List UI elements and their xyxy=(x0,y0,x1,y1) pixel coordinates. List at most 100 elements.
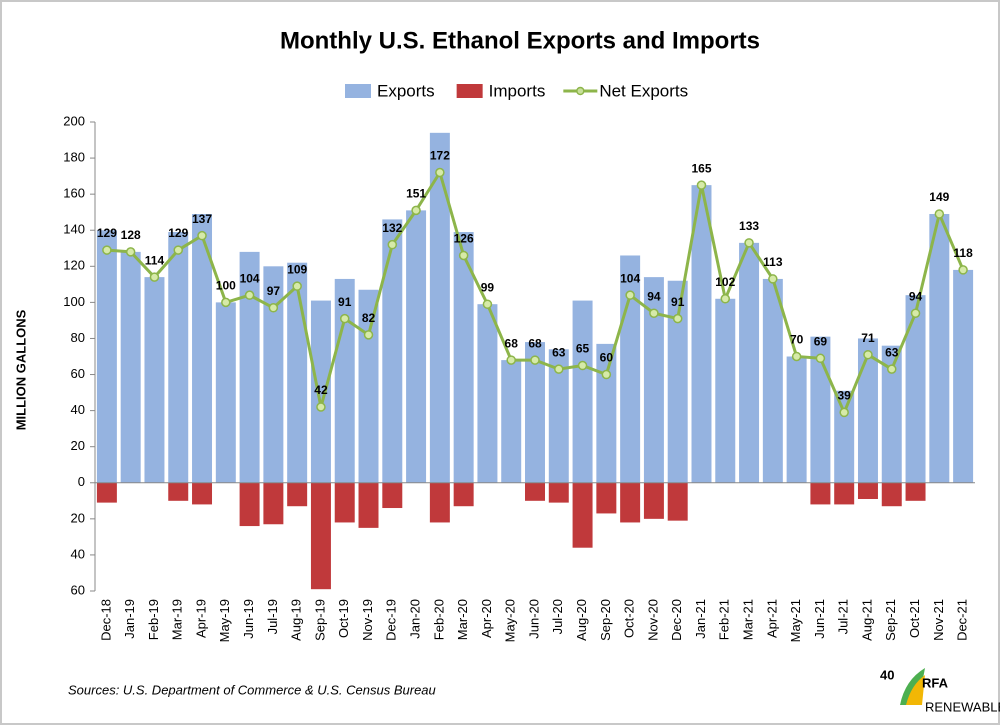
bar xyxy=(96,230,117,483)
bar xyxy=(263,266,284,483)
bar xyxy=(857,338,878,483)
data-label: 39 xyxy=(838,389,852,403)
net-exports-marker xyxy=(815,353,826,364)
bar xyxy=(596,343,617,483)
x-tick-label: Mar-20 xyxy=(455,599,470,640)
net-exports-marker xyxy=(768,274,778,284)
bar xyxy=(453,232,474,483)
x-tick-label: Jan-19 xyxy=(122,599,137,639)
x-tick-label: Sep-19 xyxy=(312,599,327,641)
bar xyxy=(572,300,593,483)
net-exports-marker xyxy=(125,247,136,257)
x-tick-label: Jul-21 xyxy=(836,599,851,634)
y-tick-label: 20 xyxy=(71,438,85,453)
x-tick-label: Apr-19 xyxy=(193,599,208,638)
bar xyxy=(192,482,213,505)
y-tick-label: 60 xyxy=(71,582,85,597)
data-label: 68 xyxy=(505,336,519,350)
y-tick-label: 60 xyxy=(71,366,85,381)
x-tick-label: Nov-21 xyxy=(931,599,946,641)
data-label: 63 xyxy=(885,345,899,359)
x-tick-label: Feb-19 xyxy=(146,599,161,640)
bar xyxy=(263,482,284,525)
net-exports-marker xyxy=(672,313,683,324)
data-label: 172 xyxy=(430,149,450,163)
y-tick-label: 200 xyxy=(63,113,85,128)
bar xyxy=(834,482,855,505)
net-exports-marker xyxy=(363,330,374,340)
data-label: 104 xyxy=(620,271,640,285)
data-label: 151 xyxy=(406,187,426,201)
x-tick-label: Feb-21 xyxy=(717,599,732,640)
net-exports-marker xyxy=(221,297,231,308)
bar xyxy=(525,342,545,483)
data-label: 149 xyxy=(929,190,949,204)
data-label: 99 xyxy=(481,280,495,294)
x-tick-label: Jun-21 xyxy=(812,599,827,639)
net-exports-marker xyxy=(268,303,279,313)
bar xyxy=(453,482,474,507)
data-label: 137 xyxy=(192,212,212,226)
y-axis-label: MILLION GALLONS xyxy=(13,309,28,430)
bar xyxy=(310,300,331,483)
net-exports-marker xyxy=(339,313,350,324)
x-tick-label: Sep-20 xyxy=(598,599,613,641)
y-tick-label: 120 xyxy=(63,258,85,273)
x-tick-label: Dec-18 xyxy=(98,599,113,641)
bar xyxy=(667,482,688,521)
net-exports-marker xyxy=(292,281,302,291)
x-tick-label: Nov-20 xyxy=(645,599,660,641)
data-label: 165 xyxy=(691,161,711,175)
net-exports-marker xyxy=(530,355,540,365)
net-exports-marker xyxy=(887,364,897,374)
x-tick-label: Feb-20 xyxy=(431,599,446,640)
x-tick-label: Apr-21 xyxy=(764,599,779,638)
data-label: 71 xyxy=(861,331,875,345)
bar xyxy=(501,360,522,483)
net-exports-marker xyxy=(482,299,493,309)
bar xyxy=(144,277,165,483)
data-label: 42 xyxy=(314,383,328,397)
net-exports-marker xyxy=(411,205,421,216)
y-tick-label: 100 xyxy=(63,294,85,309)
data-label: 104 xyxy=(240,271,260,285)
bar xyxy=(287,262,308,483)
x-tick-label: Jun-20 xyxy=(526,599,541,639)
net-exports-marker xyxy=(387,239,398,250)
bar xyxy=(358,482,379,528)
legend-swatch xyxy=(456,84,483,98)
y-tick-label: 0 xyxy=(78,474,85,489)
legend-marker xyxy=(576,86,585,96)
x-tick-label: Aug-19 xyxy=(289,599,304,641)
net-exports-marker xyxy=(839,407,849,418)
bar xyxy=(429,482,450,523)
data-label: 91 xyxy=(338,295,352,309)
bar xyxy=(643,482,664,519)
x-tick-label: Dec-19 xyxy=(384,599,399,641)
bar xyxy=(287,482,308,507)
y-tick-label: 40 xyxy=(71,402,85,417)
bar xyxy=(548,482,569,503)
data-label: 70 xyxy=(790,333,804,347)
net-exports-marker xyxy=(173,245,183,255)
net-exports-marker xyxy=(910,308,921,318)
legend-label: Net Exports xyxy=(599,81,688,100)
bar xyxy=(429,132,450,483)
net-exports-marker xyxy=(649,308,659,318)
net-exports-marker xyxy=(435,167,445,178)
bar xyxy=(334,482,355,523)
x-tick-label: May-21 xyxy=(788,599,803,642)
bar xyxy=(239,482,260,527)
bar xyxy=(881,345,902,483)
bar xyxy=(953,269,974,483)
net-exports-marker xyxy=(102,245,112,255)
data-label: 118 xyxy=(953,246,973,260)
x-tick-label: May-19 xyxy=(217,599,232,642)
bar xyxy=(382,219,403,483)
net-exports-marker xyxy=(149,272,160,282)
data-label: 129 xyxy=(168,226,188,240)
x-tick-label: Oct-21 xyxy=(907,599,922,638)
data-label: 94 xyxy=(909,289,923,303)
bar xyxy=(596,482,617,514)
